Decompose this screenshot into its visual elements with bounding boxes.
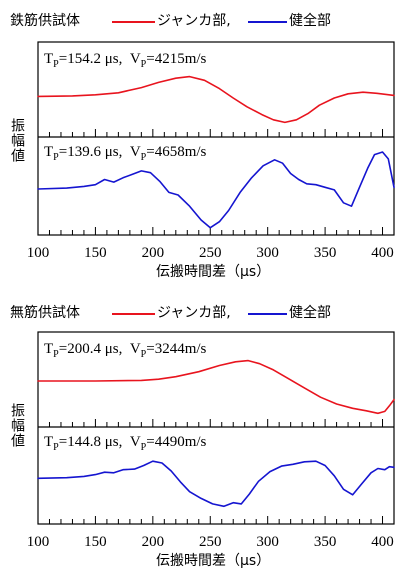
fig2-x-tick-label: 300 [256,534,279,550]
fig2-upper-annotation: TP=200.4 μs, VP=3244m/s [44,341,206,363]
fig2-upper-t-sub: P [53,349,59,360]
fig1-x-tick-label: 250 [199,245,222,261]
fig1-upper-t-label: T [44,51,54,67]
fig1-upper-v-value: =4215m/s [146,51,207,67]
fig1-xlabel: 伝搬時間差（μs） [156,264,271,280]
fig1-lower-annotation: TP=139.6 μs, VP=4658m/s [44,144,206,166]
fig1-plot-frame [37,41,395,236]
fig1-legend-red-label: ジャンカ部, [157,13,231,29]
fig2-plot-frame [37,331,395,525]
fig2-x-tick-label: 250 [199,534,222,550]
fig1-x-tick-label: 350 [314,245,337,261]
fig2-x-tick-label: 400 [371,534,394,550]
fig2-upper-v-label: V [129,341,141,357]
fig1-lower-t-sub: P [53,152,59,163]
fig1-lower-t-value: =139.6 μs, [58,144,123,160]
fig1-x-tick-label: 100 [27,245,50,261]
fig2-lower-v-label: V [129,434,141,450]
fig2-lower-t-label: T [44,434,54,450]
fig2-legend-blue-label: 健全部 [289,305,331,321]
fig1-x-tick-label: 300 [256,245,279,261]
fig1-upper-waveform [37,75,395,124]
fig1-lower-v-label: V [129,144,141,160]
fig2-upper-v-value: =3244m/s [146,341,207,357]
fig1-legend-blue-label: 健全部 [289,13,331,29]
fig1-lower-v-value: =4658m/s [146,144,207,160]
fig2-lower-t-sub: P [53,442,59,453]
fig1-x-tick-label: 400 [371,245,394,261]
fig1-lower-v-sub: P [140,152,147,163]
fig2-upper-t-label: T [44,341,54,357]
fig1-lower-waveform [37,151,395,229]
fig2-lower-v-value: =4490m/s [146,434,207,450]
fig2-xlabel: 伝搬時間差（μs） [156,553,271,569]
fig2-upper-waveform [37,359,395,415]
fig2-legend-red-label: ジャンカ部, [157,305,231,321]
fig2-ylabel: 振幅値 [9,403,25,448]
fig1-x-tick-label: 200 [142,245,165,261]
fig1-ylabel: 振幅値 [9,118,25,163]
fig1-upper-t-sub: P [53,59,59,70]
fig2-upper-v-sub: P [140,349,147,360]
fig2-lower-t-value: =144.8 μs, [58,434,123,450]
fig1-x-tick-label: 150 [84,245,107,261]
fig2-upper-t-value: =200.4 μs, [58,341,123,357]
fig1-upper-v-sub: P [140,59,147,70]
fig2-x-tick-label: 350 [314,534,337,550]
fig1-upper-annotation: TP=154.2 μs, VP=4215m/s [44,51,206,73]
fig2-x-tick-label: 200 [142,534,165,550]
fig2-x-tick-label: 100 [27,534,50,550]
fig2-lower-waveform [37,460,395,508]
fig2-x-tick-label: 150 [84,534,107,550]
fig2-lower-v-sub: P [140,442,147,453]
fig1-lower-t-label: T [44,144,54,160]
fig1-upper-t-value: =154.2 μs, [58,51,123,67]
fig1-legend-title: 鉄筋供試体 [10,13,80,29]
fig2-lower-annotation: TP=144.8 μs, VP=4490m/s [44,434,206,456]
fig2-legend-title: 無筋供試体 [10,305,80,321]
fig1-upper-v-label: V [129,51,141,67]
